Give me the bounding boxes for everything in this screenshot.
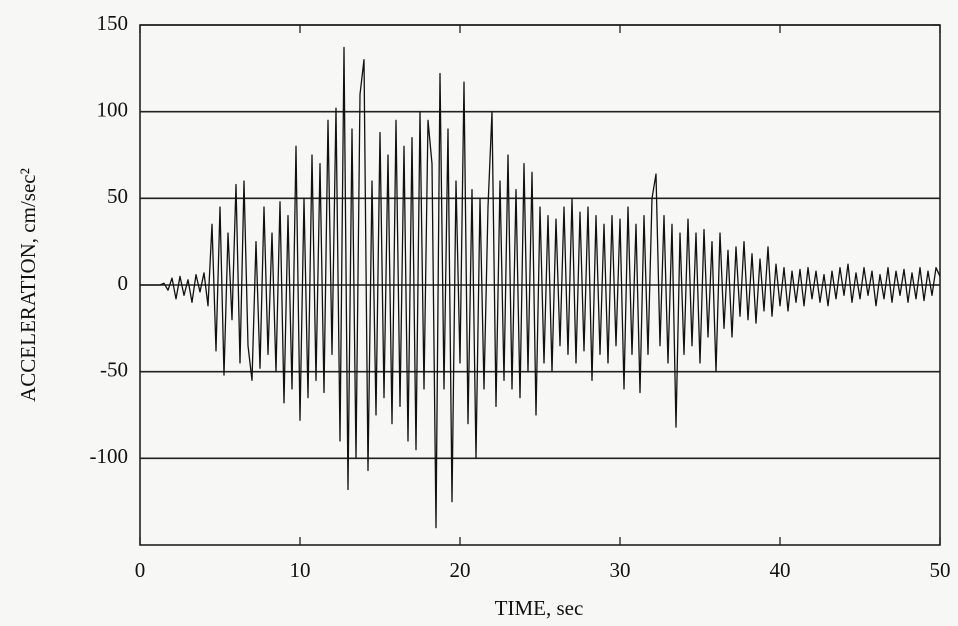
y-tick-label: -100 — [90, 444, 129, 468]
series-line — [140, 46, 941, 529]
y-tick-label: -50 — [100, 357, 128, 381]
y-tick-label: 0 — [118, 271, 129, 295]
x-tick-label: 40 — [770, 558, 791, 582]
y-tick-label: 150 — [97, 11, 129, 35]
x-tick-label: 0 — [135, 558, 146, 582]
y-axis-label: ACCELERATION, cm/sec² — [16, 168, 40, 402]
y-tick-label: 100 — [97, 97, 129, 121]
x-tick-label: 30 — [610, 558, 631, 582]
y-tick-label: 50 — [107, 184, 128, 208]
x-tick-label: 50 — [930, 558, 951, 582]
x-tick-label: 20 — [450, 558, 471, 582]
x-tick-label: 10 — [290, 558, 311, 582]
x-axis-label: TIME, sec — [495, 596, 584, 620]
